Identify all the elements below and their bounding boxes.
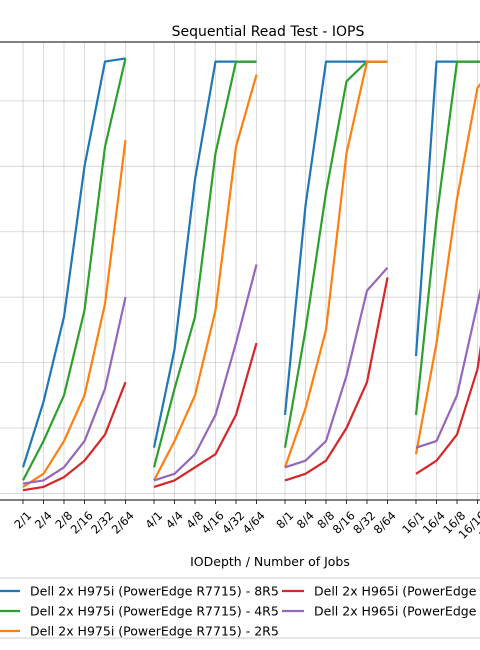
series-line-3-group-3 — [283, 60, 388, 468]
legend-entry: Dell 2x H975i (PowerEdge R7715) - 2R5 — [30, 624, 279, 639]
series-line-2-group-4 — [414, 60, 480, 416]
series-line-2-group-2 — [152, 60, 257, 468]
series-line-3-group-2 — [153, 74, 258, 481]
x-tick-label: 8/1 — [273, 508, 296, 531]
legend-entry: Dell 2x H975i (PowerEdge R7715) - 8R5 — [30, 584, 279, 599]
series-line-2-group-1 — [22, 58, 127, 481]
x-tick-label: 4/64 — [240, 508, 268, 536]
legend: Dell 2x H975i (PowerEdge R7715) - 8R5 Del… — [0, 577, 480, 639]
legend-entry: Dell 2x H975i (PowerEdge R7715) - 4R5 — [30, 604, 279, 619]
series-line-4-group-4 — [415, 344, 480, 475]
legend-entry: Dell 2x H965i (PowerEdge R7715) - 8R5 — [314, 584, 480, 599]
x-tick-labels: 2/12/42/82/162/322/64 4/14/44/84/164/324/… — [11, 508, 480, 541]
x-tick-label: 4/4 — [163, 508, 186, 531]
series-line-1-group-1 — [21, 57, 126, 468]
series-line-5-group-1 — [22, 296, 127, 485]
x-tick-label: 2/4 — [32, 508, 55, 531]
series-line-4-group-1 — [22, 381, 127, 492]
series-line-1-group-4 — [414, 60, 480, 357]
series-line-1-group-2 — [152, 60, 257, 448]
plot-frame — [0, 41, 480, 501]
axes — [0, 41, 480, 504]
series-line-5-group-2 — [153, 264, 258, 482]
x-axis-label: IODepth / Number of Jobs — [190, 554, 350, 569]
series-line-5-group-4 — [415, 287, 480, 449]
series-line-5-group-3 — [284, 266, 389, 469]
x-tick-label: 8/64 — [371, 508, 399, 536]
legend-entry: Dell 2x H965i (PowerEdge R7715) - 4R5 — [314, 604, 480, 619]
series-line-3-group-4 — [414, 82, 480, 455]
x-tick-label: 2/1 — [11, 508, 34, 531]
series-line-4-group-2 — [153, 342, 258, 488]
series-line-3-group-1 — [22, 139, 127, 488]
series-line-4-group-3 — [284, 277, 389, 482]
x-tick-label: 2/64 — [109, 508, 137, 536]
series-lines — [21, 57, 480, 492]
x-tick-label: 8/4 — [294, 508, 317, 531]
chart-title: Sequential Read Test - IOPS — [172, 24, 365, 40]
legend-box — [0, 577, 480, 639]
x-tick-label: 4/1 — [142, 508, 165, 531]
